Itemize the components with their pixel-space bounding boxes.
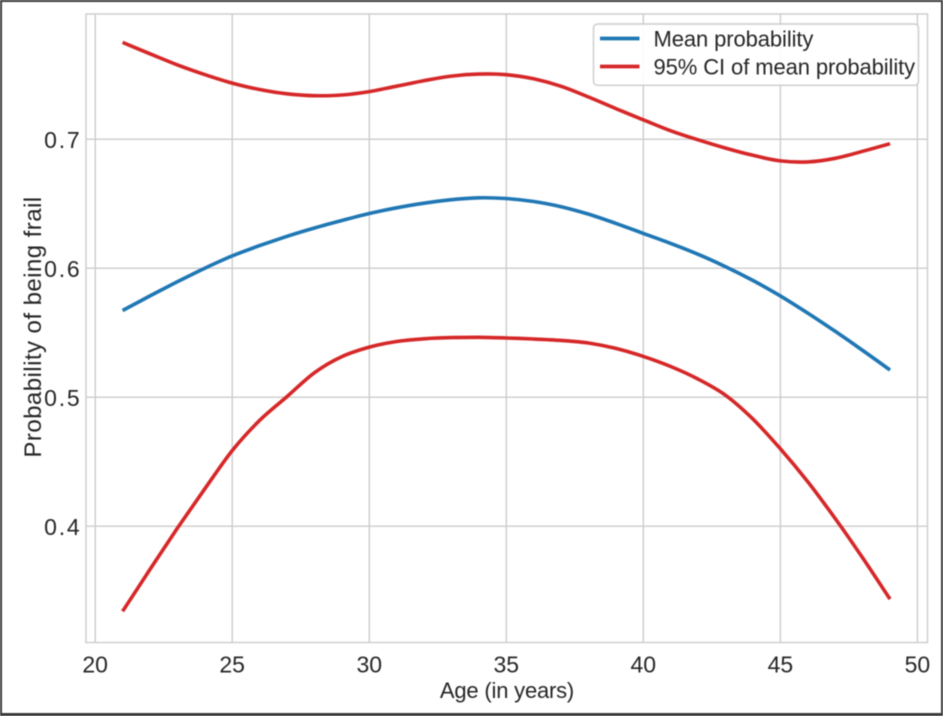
svg-text:0.6: 0.6 xyxy=(44,256,81,282)
svg-text:95% CI of mean probability: 95% CI of mean probability xyxy=(654,55,916,80)
svg-text:0.4: 0.4 xyxy=(44,514,81,540)
svg-text:30: 30 xyxy=(357,652,383,678)
svg-text:50: 50 xyxy=(905,652,931,678)
svg-text:Mean probability: Mean probability xyxy=(654,27,814,52)
svg-text:40: 40 xyxy=(631,652,657,678)
svg-text:25: 25 xyxy=(219,652,245,678)
svg-text:0.7: 0.7 xyxy=(44,127,81,153)
svg-text:35: 35 xyxy=(494,652,520,678)
svg-text:0.5: 0.5 xyxy=(44,385,81,411)
svg-text:Probability of being frail: Probability of being frail xyxy=(20,196,47,457)
svg-text:45: 45 xyxy=(768,652,794,678)
svg-text:20: 20 xyxy=(82,652,108,678)
svg-text:Age (in years): Age (in years) xyxy=(440,678,574,703)
